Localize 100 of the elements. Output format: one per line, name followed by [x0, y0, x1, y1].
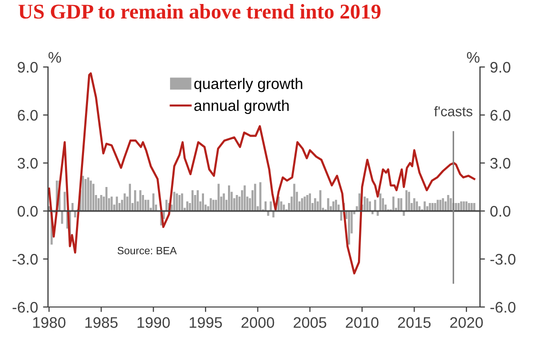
bar — [176, 193, 178, 211]
bar — [319, 190, 322, 211]
bar — [98, 198, 100, 211]
bar — [314, 198, 316, 211]
bar — [173, 192, 176, 211]
legend-label: annual growth — [194, 100, 289, 114]
ref-line-label: f'casts — [434, 106, 472, 116]
y-tick-label: 9.0 — [18, 62, 38, 73]
bar — [400, 198, 402, 211]
bar — [374, 200, 376, 211]
annotation: Source: BEA — [118, 246, 177, 254]
x-tick-label: 2000 — [242, 317, 274, 328]
x-tick-label: 2020 — [450, 317, 483, 328]
bar — [460, 201, 462, 211]
bar — [398, 198, 400, 211]
bar — [413, 198, 416, 211]
bar — [327, 198, 330, 211]
y-tick-label: 0.0 — [18, 206, 38, 217]
bar — [87, 177, 90, 211]
y2-tick-label: 6.0 — [490, 110, 510, 121]
bar — [196, 190, 199, 211]
y2-tick-label: -3.0 — [490, 254, 516, 265]
bar — [447, 195, 450, 211]
bar — [244, 185, 246, 211]
bar — [71, 203, 74, 211]
bar — [92, 184, 94, 211]
bar — [186, 201, 188, 211]
bar — [470, 203, 473, 211]
bar — [334, 200, 338, 211]
bar — [178, 195, 181, 211]
y-tick-label: 6.0 — [18, 110, 38, 121]
bar — [264, 201, 267, 211]
bar — [454, 203, 458, 211]
y-tick-label: 3.0 — [18, 158, 38, 169]
bar — [450, 198, 452, 211]
bar — [332, 201, 334, 211]
bar — [84, 179, 87, 211]
x-tick-label: 1985 — [85, 317, 118, 328]
bar — [272, 211, 274, 218]
bar — [61, 211, 64, 224]
bar — [458, 203, 460, 211]
bar — [64, 192, 66, 211]
bar — [259, 182, 262, 211]
bar — [124, 193, 126, 211]
bar — [165, 200, 168, 211]
bar — [210, 198, 212, 211]
bar — [267, 211, 270, 216]
bar — [462, 201, 465, 211]
bar — [465, 201, 468, 211]
line-series — [48, 72, 476, 274]
bar — [434, 203, 436, 211]
bar — [416, 201, 418, 211]
chart-title: US GDP to remain above trend into 2019 — [18, 4, 381, 19]
bar — [439, 200, 442, 211]
bar — [473, 203, 476, 211]
bar — [147, 200, 150, 211]
bar — [105, 187, 108, 211]
bar — [436, 200, 439, 211]
y-tick-label: -3.0 — [12, 254, 38, 265]
legend-label: quarterly growth — [194, 78, 302, 92]
bar — [442, 198, 444, 211]
bar — [152, 193, 154, 211]
y-axis-title: % — [48, 52, 62, 63]
bar — [340, 211, 342, 221]
y2-tick-label: 9.0 — [490, 62, 510, 73]
bar — [116, 196, 118, 211]
x-tick-label: 1995 — [190, 317, 222, 328]
bar — [282, 204, 285, 211]
bar — [366, 198, 368, 211]
bar — [228, 185, 230, 211]
bar — [293, 184, 296, 211]
bar — [270, 201, 272, 211]
x-tick-label: 1990 — [138, 317, 170, 328]
bar — [468, 203, 470, 211]
bar — [100, 195, 102, 211]
bar — [301, 198, 304, 211]
bar — [181, 193, 184, 211]
bar — [254, 184, 256, 211]
bar — [424, 201, 426, 211]
bar — [308, 193, 311, 211]
bar — [236, 195, 238, 211]
y2-tick-label: 3.0 — [490, 158, 510, 169]
x-tick-label: 2005 — [294, 317, 326, 328]
bar — [74, 211, 76, 218]
bar — [402, 211, 405, 216]
bar — [222, 193, 225, 211]
bar — [431, 203, 434, 211]
bar — [408, 192, 410, 211]
y-tick-label: -6.0 — [12, 302, 38, 313]
x-tick-label: 2010 — [346, 317, 378, 328]
bar — [368, 201, 371, 211]
bar — [134, 190, 136, 211]
bar — [376, 211, 379, 216]
bar — [348, 211, 350, 245]
y2-axis-title: % — [466, 52, 480, 63]
bar — [428, 203, 431, 211]
bar — [202, 193, 204, 211]
y2-tick-label: -6.0 — [490, 302, 516, 313]
bar — [306, 195, 308, 211]
x-tick-label: 2015 — [398, 317, 431, 328]
